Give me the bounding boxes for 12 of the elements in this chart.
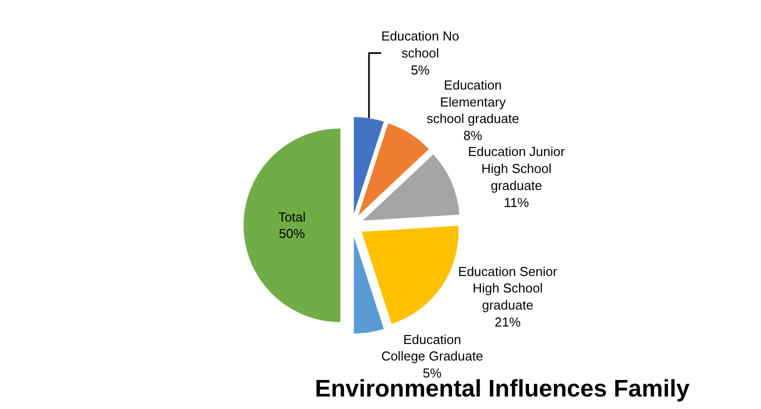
data-label: 21%: [494, 314, 522, 330]
slice-label: Education Senior High School graduate: [458, 264, 558, 313]
slice-label: Education College Graduate: [381, 332, 484, 364]
data-label: 8%: [463, 128, 483, 144]
slice-label: Total: [278, 209, 306, 224]
slice-label: Education Junior High School graduate: [468, 144, 566, 193]
data-label: 50%: [278, 226, 306, 242]
slice-label: Education Elementary school graduate: [426, 77, 520, 126]
data-label: 5%: [422, 366, 442, 381]
data-label: 5%: [410, 62, 430, 78]
slice-label: Education No school: [381, 28, 460, 61]
data-label: 11%: [504, 194, 530, 210]
